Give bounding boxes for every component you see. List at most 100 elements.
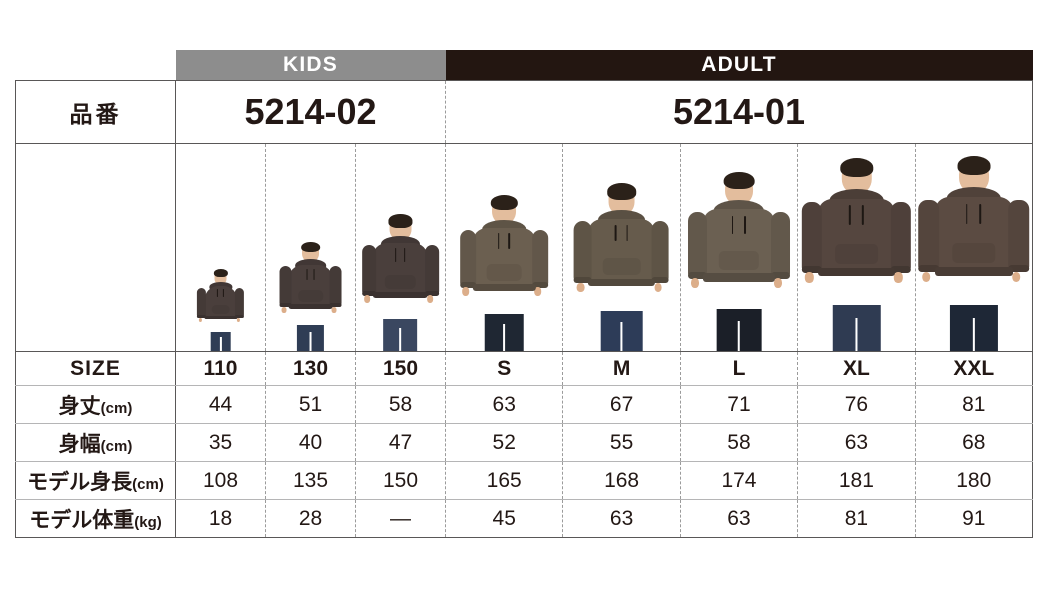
model-hand-right: [427, 295, 434, 303]
model-figure-xl: [798, 144, 914, 351]
model-height-xl: 181: [797, 461, 916, 500]
size-col-150: 150: [355, 351, 446, 386]
model-sleeve-left: [459, 230, 477, 288]
model-hand-right: [654, 282, 662, 292]
model-hair: [723, 171, 755, 189]
model-hand-left: [921, 271, 931, 283]
model-pocket: [385, 275, 416, 290]
model-figure-150: [356, 144, 445, 351]
model-sleeve-right: [531, 230, 549, 288]
model-pocket: [718, 251, 760, 271]
model-height-m: 168: [562, 461, 681, 500]
model-drawstring-left: [848, 205, 851, 225]
model-pocket: [486, 264, 522, 281]
model-sleeve-left: [361, 245, 377, 296]
model-cuff-right: [651, 277, 670, 284]
category-blank-cell: [15, 50, 176, 81]
body-length-l: 71: [680, 385, 799, 424]
model-cuff-left: [459, 282, 477, 288]
model-hem: [204, 315, 237, 320]
model-sleeve-right: [329, 266, 342, 307]
model-cuff-left: [361, 291, 377, 296]
body-length-m: 67: [562, 385, 681, 424]
model-hair: [301, 241, 320, 253]
size-col-130: 130: [265, 351, 356, 386]
category-header-kids: KIDS: [175, 50, 446, 81]
model-leg-gap: [219, 337, 222, 351]
model-drawstring-left: [306, 268, 308, 280]
category-header-row: KIDS ADULT: [15, 50, 1033, 81]
model-photo-110: [175, 143, 266, 352]
model-hand-right: [893, 272, 903, 283]
model-photo-l: [680, 143, 799, 352]
model-sleeve-right: [235, 287, 244, 318]
size-col-xl: XL: [797, 351, 916, 386]
size-row-label: SIZE: [15, 351, 176, 386]
row-label-unit: (cm): [100, 437, 133, 455]
sku-value-adult: 5214-01: [445, 80, 1033, 144]
model-hair: [607, 183, 636, 200]
sku-value-kids: 5214-02: [175, 80, 446, 144]
sku-row: 品番 5214-02 5214-01: [15, 80, 1033, 144]
model-hand-left: [576, 282, 585, 292]
model-hair: [388, 214, 413, 228]
model-drawstring-right: [626, 224, 628, 242]
hoodie-model-XXL: [914, 155, 1034, 351]
hoodie-model-150: [359, 214, 443, 351]
model-drawstring-right: [508, 233, 510, 250]
model-sleeve-left: [197, 287, 206, 318]
body-width-xxl: 68: [915, 423, 1034, 462]
model-cuff-left: [801, 266, 823, 273]
model-drawstring-right: [861, 205, 864, 225]
model-drawstring-left: [217, 289, 219, 298]
body-width-l: 58: [680, 423, 799, 462]
model-photo-s: [445, 143, 564, 352]
body-length-xl: 76: [797, 385, 916, 424]
model-height-l: 174: [680, 461, 799, 500]
hoodie-model-XL: [797, 157, 915, 351]
model-sleeve-right: [890, 201, 912, 273]
body-length-150: 58: [355, 385, 446, 424]
model-cuff-right: [1008, 265, 1030, 273]
model-weight-110: 18: [175, 499, 266, 538]
body-width-130: 40: [265, 423, 356, 462]
model-photo-150: [355, 143, 446, 352]
size-header-row: SIZE 110 130 150 S M L XL XXL: [15, 351, 1034, 386]
model-height-130: 135: [265, 461, 356, 500]
model-hem: [373, 292, 428, 299]
model-pocket: [298, 290, 323, 302]
body-width-xl: 63: [797, 423, 916, 462]
model-cuff-left: [688, 272, 708, 279]
model-hem: [288, 303, 333, 309]
sku-row-label: 品番: [15, 80, 176, 144]
model-sleeve-right: [770, 212, 790, 279]
category-header-adult: ADULT: [445, 50, 1033, 81]
model-hoodie-body: [934, 197, 1013, 276]
model-cuff-left: [197, 315, 206, 318]
model-leg-gap: [855, 318, 858, 351]
model-sleeve-left: [801, 201, 823, 273]
model-sleeve-right: [1008, 200, 1030, 273]
size-col-xxl: XXL: [915, 351, 1034, 386]
model-height-110: 108: [175, 461, 266, 500]
body-width-150: 47: [355, 423, 446, 462]
model-hand-left: [691, 277, 700, 288]
model-hand-left: [462, 287, 470, 297]
model-drawstring-left: [395, 248, 397, 262]
row-body-length: 身丈(cm) 44 51 58 63 67 71 76 81: [15, 385, 1034, 424]
hoodie-model-L: [684, 171, 794, 351]
model-hoodie-body: [204, 286, 237, 320]
size-chart-table: KIDS ADULT 品番 5214-02 5214-01 SIZE 110 1…: [15, 50, 1034, 538]
model-photo-xxl: [914, 143, 1034, 352]
model-hoodie-body: [472, 227, 536, 291]
model-hair: [213, 269, 228, 278]
model-sleeve-right: [424, 245, 440, 296]
model-weight-130: 28: [265, 499, 356, 538]
model-drawstring-right: [222, 289, 224, 298]
model-hand-right: [534, 287, 542, 297]
model-leg-gap: [309, 332, 312, 351]
model-hand-left: [281, 306, 287, 313]
model-hem: [472, 283, 536, 291]
hoodie-model-110: [195, 269, 245, 351]
model-hand-right: [236, 317, 241, 323]
